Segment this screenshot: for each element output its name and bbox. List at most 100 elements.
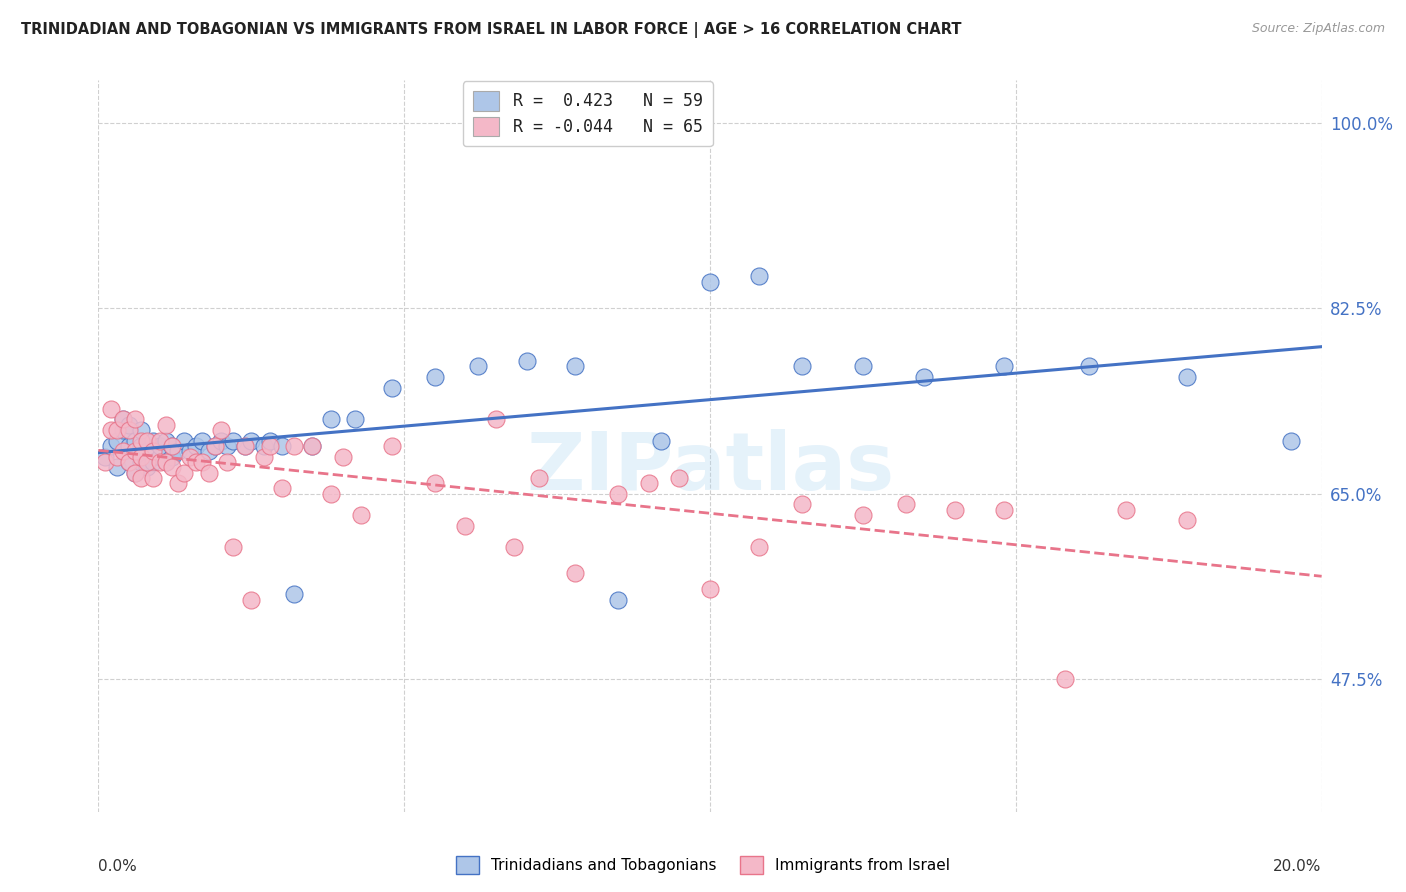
Point [650, 434, 672, 448]
Point [155, 434, 177, 448]
Point [516, 354, 538, 368]
Point [1053, 672, 1076, 686]
Point [197, 466, 219, 480]
Point [423, 370, 446, 384]
Point [167, 476, 190, 491]
Point [124, 434, 146, 448]
Point [204, 439, 226, 453]
Point [423, 476, 446, 491]
Point [93, 455, 115, 469]
Point [155, 417, 177, 432]
Point [118, 455, 141, 469]
Point [852, 359, 875, 374]
Point [118, 423, 141, 437]
Point [894, 497, 917, 511]
Point [748, 269, 770, 284]
Point [699, 275, 721, 289]
Point [503, 540, 526, 554]
Text: TRINIDADIAN AND TOBAGONIAN VS IMMIGRANTS FROM ISRAEL IN LABOR FORCE | AGE > 16 C: TRINIDADIAN AND TOBAGONIAN VS IMMIGRANTS… [21, 22, 962, 38]
Point [1115, 502, 1137, 516]
Point [136, 444, 159, 458]
Y-axis label: In Labor Force | Age > 16: In Labor Force | Age > 16 [0, 349, 8, 543]
Point [129, 439, 152, 453]
Point [350, 508, 373, 522]
Point [283, 439, 305, 453]
Point [454, 518, 477, 533]
Point [167, 444, 190, 458]
Point [332, 450, 354, 464]
Point [301, 439, 323, 453]
Point [142, 444, 165, 458]
Point [233, 439, 256, 453]
Point [319, 486, 342, 500]
Point [179, 444, 201, 458]
Point [129, 455, 152, 469]
Point [100, 423, 122, 437]
Point [564, 566, 586, 581]
Point [993, 502, 1015, 516]
Point [222, 434, 245, 448]
Point [93, 450, 115, 464]
Point [129, 450, 152, 464]
Point [270, 482, 292, 496]
Point [155, 455, 177, 469]
Point [252, 450, 274, 464]
Point [124, 412, 146, 426]
Point [252, 439, 274, 453]
Point [118, 417, 141, 432]
Legend: Trinidadians and Tobagonians, Immigrants from Israel: Trinidadians and Tobagonians, Immigrants… [450, 850, 956, 880]
Point [240, 434, 263, 448]
Point [155, 455, 177, 469]
Point [105, 450, 128, 464]
Point [124, 444, 146, 458]
Point [105, 460, 128, 475]
Point [564, 359, 586, 374]
Point [233, 439, 256, 453]
Point [485, 412, 508, 426]
Point [215, 455, 238, 469]
Point [222, 540, 245, 554]
Point [344, 412, 367, 426]
Point [129, 471, 152, 485]
Point [136, 434, 159, 448]
Point [259, 439, 281, 453]
Point [118, 439, 141, 453]
Point [105, 423, 128, 437]
Text: 20.0%: 20.0% [1274, 859, 1322, 874]
Legend: R =  0.423   N = 59, R = -0.044   N = 65: R = 0.423 N = 59, R = -0.044 N = 65 [463, 81, 713, 146]
Point [607, 592, 630, 607]
Point [259, 434, 281, 448]
Point [993, 359, 1015, 374]
Point [124, 466, 146, 480]
Point [699, 582, 721, 596]
Point [136, 455, 159, 469]
Point [149, 450, 172, 464]
Point [191, 455, 214, 469]
Point [668, 471, 690, 485]
Point [270, 439, 292, 453]
Point [381, 439, 404, 453]
Point [149, 434, 172, 448]
Point [100, 439, 122, 453]
Point [111, 444, 134, 458]
Point [637, 476, 661, 491]
Point [943, 502, 966, 516]
Point [852, 508, 875, 522]
Text: Source: ZipAtlas.com: Source: ZipAtlas.com [1251, 22, 1385, 36]
Point [467, 359, 489, 374]
Point [149, 439, 172, 453]
Point [100, 401, 122, 416]
Point [186, 455, 208, 469]
Point [301, 439, 323, 453]
Point [136, 460, 159, 475]
Point [173, 434, 195, 448]
Point [319, 412, 342, 426]
Point [118, 455, 141, 469]
Point [142, 455, 165, 469]
Point [527, 471, 550, 485]
Point [1175, 513, 1198, 527]
Point [215, 439, 238, 453]
Point [790, 497, 813, 511]
Point [142, 471, 165, 485]
Point [283, 587, 305, 601]
